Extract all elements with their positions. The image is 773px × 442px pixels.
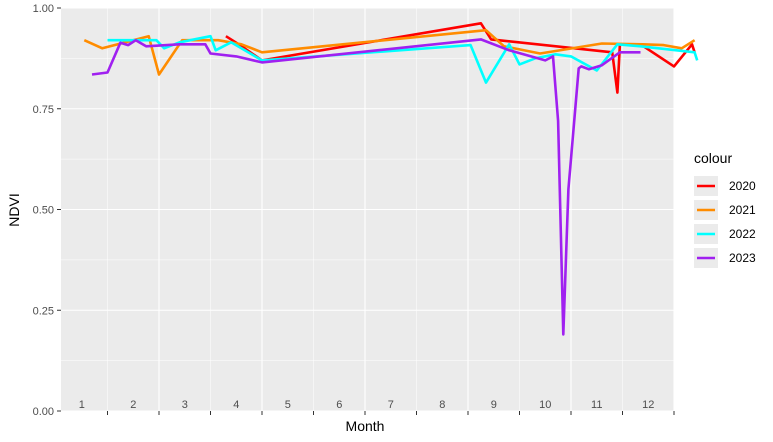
legend-label-2023: 2023 [729,251,756,265]
month-label: 12 [642,399,654,411]
y-tick-label: 0.00 [33,406,54,418]
y-tick-label: 0.25 [33,305,54,317]
month-label: 6 [336,399,342,411]
y-tick-label: 0.50 [33,205,54,217]
legend-title: colour [694,150,732,166]
series-lines [83,21,699,336]
y-tick-label: 0.75 [33,104,54,116]
month-label: 9 [491,399,497,411]
month-label: 2 [130,399,136,411]
y-axis-title: NDVI [6,193,22,226]
legend-label-2021: 2021 [729,203,756,217]
y-axis: 0.00 0.25 0.50 0.75 1.00 [33,3,61,418]
series-line-2023 [91,38,641,336]
legend-label-2020: 2020 [729,179,756,193]
legend: colour 2020 2021 2022 2023 [694,150,756,268]
month-label: 10 [539,399,551,411]
month-label: 1 [79,399,85,411]
legend-label-2022: 2022 [729,227,756,241]
series-line-2022 [107,34,699,84]
y-tick-label: 1.00 [33,3,54,15]
month-labels: 1 2 3 4 5 6 7 8 9 10 11 12 [79,399,655,411]
month-label: 11 [591,399,602,411]
month-label: 4 [233,399,239,411]
month-label: 5 [285,399,291,411]
x-axis-title: Month [346,418,385,434]
x-axis [107,411,675,415]
month-label: 7 [388,399,394,411]
series-line-2021 [83,28,696,76]
month-label: 3 [182,399,188,411]
month-label: 8 [439,399,445,411]
